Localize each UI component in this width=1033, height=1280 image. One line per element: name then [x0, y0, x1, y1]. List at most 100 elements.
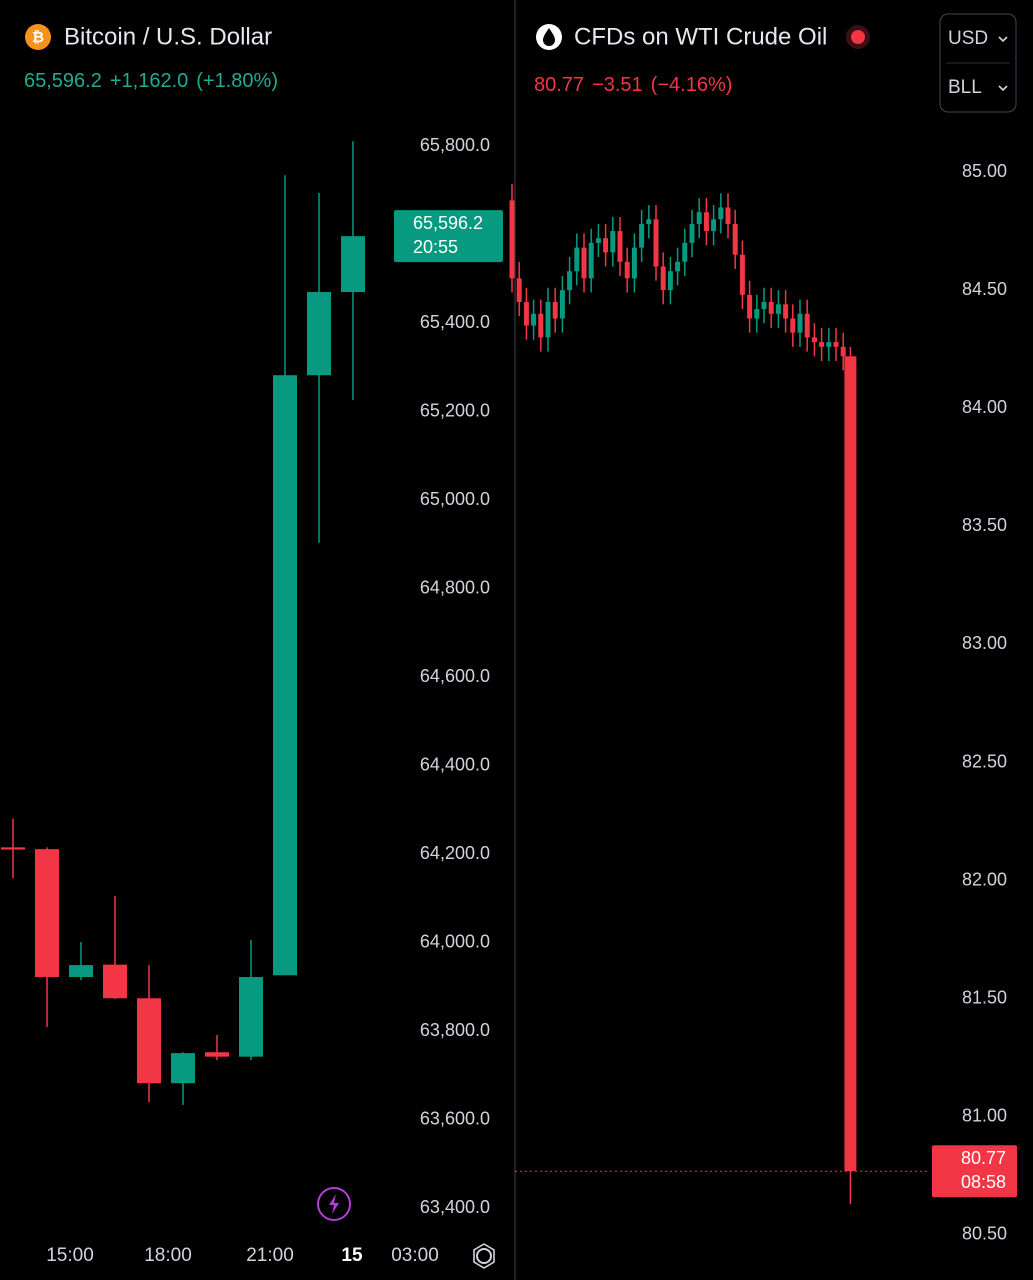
- price-tag-countdown: 08:58: [961, 1172, 1006, 1192]
- price-change: −3.51: [592, 74, 643, 96]
- candle-body: [624, 261, 630, 279]
- candle-body: [754, 309, 760, 319]
- unit-button[interactable]: BLL: [948, 77, 982, 98]
- unit-box: [939, 13, 1017, 113]
- chart-title: CFDs on WTI Crude Oil: [574, 23, 827, 50]
- candle-body: [696, 212, 702, 225]
- candle-body: [761, 301, 767, 310]
- x-tick-label: 18:00: [144, 1245, 192, 1266]
- price-last: 65,596.2: [24, 70, 102, 92]
- y-tick-label: 64,600.0: [420, 666, 490, 686]
- price-tag: [394, 210, 503, 263]
- candle-body: [581, 247, 587, 279]
- candle-body: [545, 301, 551, 338]
- candle-body: [552, 301, 558, 319]
- y-tick-label: 64,800.0: [420, 577, 490, 597]
- candle-body: [811, 337, 817, 343]
- candle-body: [725, 207, 731, 225]
- settings-gear: [473, 1243, 495, 1269]
- candle-body: [660, 266, 666, 291]
- candle-body: [667, 271, 673, 291]
- bitcoin-symbol: ₿: [32, 29, 44, 46]
- x-tick-label: 21:00: [246, 1245, 294, 1266]
- x-tick-label: 03:00: [391, 1245, 439, 1266]
- candle-body: [559, 290, 565, 319]
- price-change: +1,162.0: [110, 70, 188, 92]
- candle-body: [523, 301, 529, 326]
- candle-body: [675, 261, 681, 272]
- candle-body: [1, 847, 25, 850]
- candle-body: [775, 304, 781, 314]
- candle-body: [273, 375, 297, 976]
- price-last: 80.77: [534, 74, 584, 96]
- price-change-pct: (+1.80%): [196, 70, 278, 92]
- price-tag-countdown: 20:55: [413, 237, 458, 257]
- candle-body: [819, 342, 825, 347]
- candle-body: [103, 964, 127, 999]
- lightning: [329, 1194, 339, 1214]
- candle-body: [682, 242, 688, 262]
- candle-body: [137, 998, 161, 1084]
- settings-button[interactable]: [476, 1248, 492, 1264]
- candle-body: [341, 236, 365, 293]
- candle-body: [595, 238, 601, 243]
- price-tag-value: 65,596.2: [413, 213, 483, 233]
- status-dot: [851, 30, 865, 44]
- candle-body: [646, 219, 652, 225]
- candle-body: [567, 271, 573, 291]
- price-tag-value: 80.77: [961, 1148, 1006, 1168]
- price-line: 65,596.2 +1,162.0 (+1.80%): [24, 70, 278, 92]
- y-tick-label: 64,400.0: [420, 754, 490, 774]
- candle-body: [703, 212, 709, 232]
- y-tick-label: 63,400.0: [420, 1197, 490, 1217]
- candle-body: [35, 849, 59, 978]
- price-line: 80.77 −3.51 (−4.16%): [534, 74, 732, 96]
- candle-body: [538, 313, 544, 338]
- price-tag: [932, 1145, 1017, 1198]
- candle-body: [610, 231, 616, 253]
- candle-body: [239, 977, 263, 1057]
- candle-body: [768, 301, 774, 314]
- y-tick-label: 64,000.0: [420, 931, 490, 951]
- candle-body: [797, 313, 803, 333]
- oil-drop: [543, 28, 555, 46]
- candle-body: [631, 247, 637, 279]
- y-tick-label: 82.50: [962, 751, 1007, 771]
- candle-body: [732, 224, 738, 255]
- chart-title: Bitcoin / U.S. Dollar: [64, 23, 272, 50]
- y-tick-label: 83.50: [962, 515, 1007, 535]
- candle-body: [689, 224, 695, 243]
- candle-body: [531, 313, 537, 326]
- candle-body: [747, 294, 753, 319]
- candle-body: [205, 1052, 229, 1057]
- bitcoin-icon: [25, 24, 51, 50]
- candle-body: [783, 304, 789, 319]
- candle-body: [711, 219, 717, 232]
- candle-body: [69, 965, 93, 978]
- y-tick-label: 65,000.0: [420, 489, 490, 509]
- candle-body: [516, 278, 522, 302]
- candle-body: [617, 231, 623, 262]
- candle-body: [826, 342, 832, 347]
- candle-body: [574, 247, 580, 272]
- currency-button[interactable]: USD: [948, 28, 988, 49]
- y-tick-label: 83.00: [962, 633, 1007, 653]
- y-tick-label: 65,800.0: [420, 135, 490, 155]
- y-tick-label: 81.00: [962, 1106, 1007, 1126]
- y-tick-label: 84.00: [962, 397, 1007, 417]
- candle-body: [840, 346, 846, 357]
- x-tick-label: 15:00: [46, 1245, 94, 1266]
- candle-body: [739, 254, 745, 295]
- candle-body: [804, 313, 810, 338]
- y-tick-label: 63,600.0: [420, 1108, 490, 1128]
- y-tick-label: 65,200.0: [420, 400, 490, 420]
- y-tick-label: 82.00: [962, 869, 1007, 889]
- y-tick-label: 63,800.0: [420, 1020, 490, 1040]
- candle-body: [639, 224, 645, 248]
- candle-body: [171, 1053, 195, 1084]
- x-tick-label: 15: [341, 1245, 363, 1266]
- alert-button[interactable]: [317, 1187, 351, 1221]
- y-tick-label: 81.50: [962, 988, 1007, 1008]
- y-tick-label: 80.50: [962, 1224, 1007, 1244]
